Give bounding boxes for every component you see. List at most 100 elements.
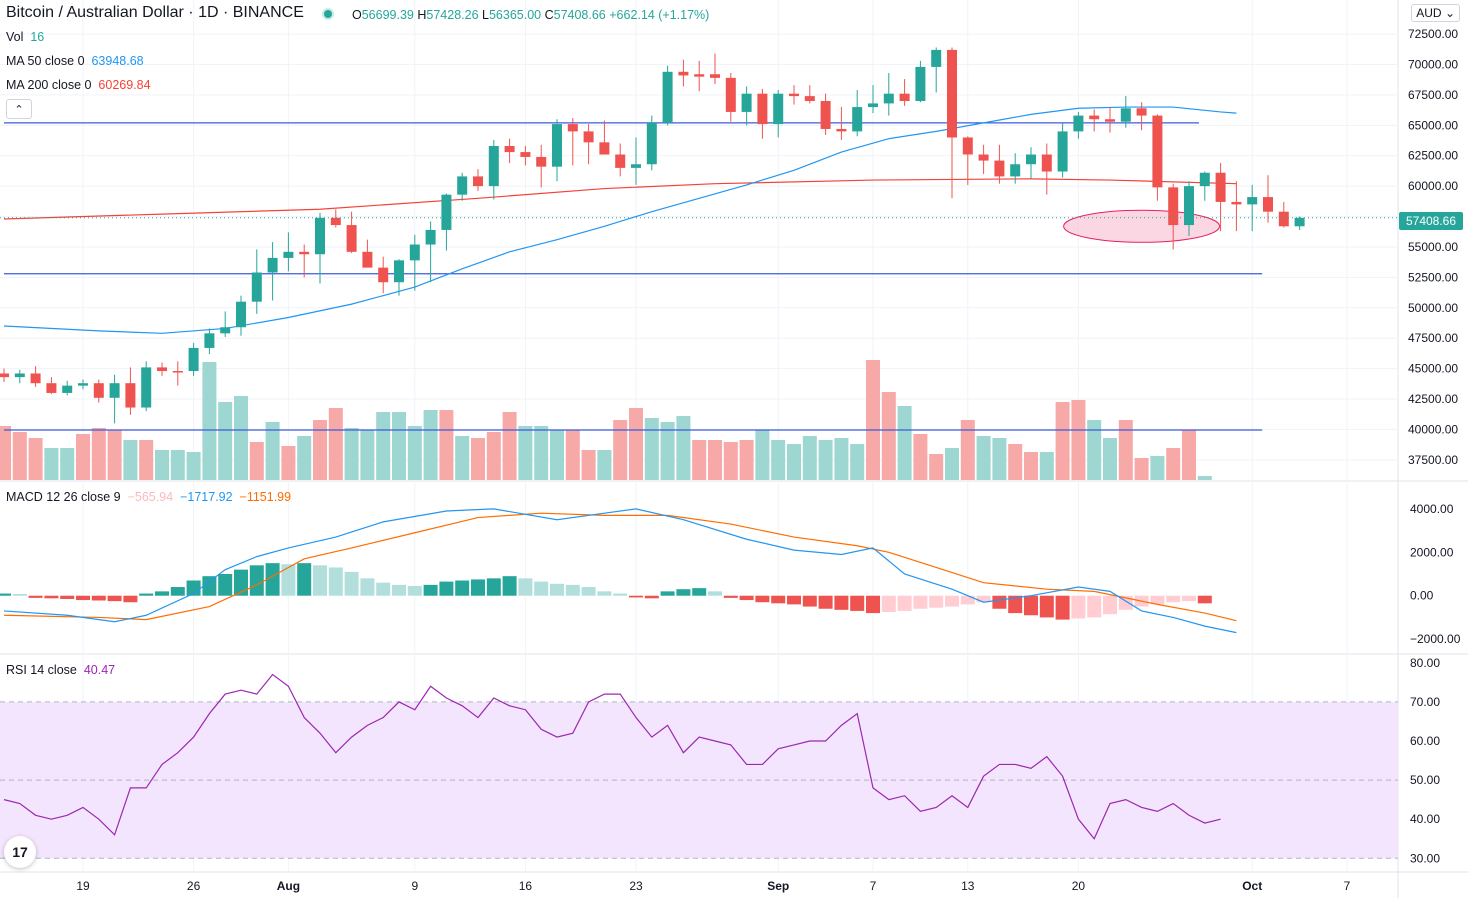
volume-bar [281, 446, 296, 480]
macd-histogram-bar [518, 578, 533, 596]
candle-body [425, 229, 436, 245]
macd-histogram-bar [328, 567, 343, 596]
volume-bar [471, 438, 485, 480]
macd-histogram-bar [834, 595, 849, 610]
candle-body [109, 383, 120, 398]
candle-body [662, 71, 673, 123]
candle-body [725, 77, 736, 112]
candle-body [931, 49, 942, 67]
price-tick-label: 50000.00 [1408, 301, 1458, 315]
volume-bar [565, 430, 580, 480]
macd-histogram-bar [976, 595, 991, 603]
volume-bar [455, 436, 470, 480]
candle-body [236, 301, 246, 328]
price-tick-label: 42500.00 [1408, 392, 1458, 406]
volume-bar [392, 412, 406, 480]
price-tick-label: 62500.00 [1408, 149, 1458, 163]
price-tick-label: 60000.00 [1408, 179, 1458, 193]
macd-histogram-bar [1103, 595, 1117, 615]
ma200-label: MA 200 close 0 [6, 78, 92, 92]
volume-bar [91, 428, 106, 480]
candle-body [1152, 115, 1163, 188]
time-tick-label: 13 [961, 879, 975, 893]
volume-bar [60, 448, 75, 480]
volume-bar [28, 438, 43, 480]
volume-bar [313, 420, 327, 480]
tradingview-logo[interactable]: 17 [4, 836, 36, 868]
macd-histogram-bar [1055, 595, 1070, 620]
volume-bar [897, 406, 912, 480]
macd-histogram-bar [565, 584, 580, 596]
volume-bar [1071, 400, 1086, 480]
macd-legend[interactable]: MACD 12 26 close 9 −565.94 −1717.92 −115… [6, 489, 291, 505]
candle-body [631, 164, 641, 168]
candle-body [694, 74, 705, 77]
candle-body [62, 385, 73, 393]
volume-bar [1039, 452, 1054, 480]
ma50-label: MA 50 close 0 [6, 54, 85, 68]
macd-histogram-bar [613, 593, 628, 596]
volume-bar [597, 450, 612, 480]
volume-bar [186, 452, 201, 480]
macd-histogram-bar [155, 591, 169, 596]
macd-histogram-bar [644, 595, 659, 599]
macd-histogram-bar [992, 595, 1007, 609]
candle-body [457, 176, 468, 195]
candle-body [299, 251, 310, 255]
volume-bar [0, 426, 11, 480]
macd-histogram-bar [0, 593, 11, 596]
candle-body [947, 49, 957, 138]
macd-histogram-bar [597, 591, 612, 596]
volume-bar [376, 412, 391, 480]
volume-bar [502, 412, 517, 480]
macd-histogram-bar [1197, 595, 1212, 604]
rsi-label: RSI 14 close [6, 663, 77, 677]
volume-bar [1150, 456, 1165, 480]
macd-histogram-bar [265, 563, 280, 596]
currency-select[interactable]: AUD ⌄ [1411, 4, 1460, 22]
candle-body [567, 124, 578, 132]
macd-histogram-bar [1039, 595, 1054, 618]
candle-body [710, 74, 720, 78]
price-tick-label: 40000.00 [1408, 422, 1458, 436]
candle-body [868, 103, 878, 108]
time-tick-label: Aug [277, 879, 300, 893]
volume-bar [328, 408, 343, 480]
macd-histogram-bar [407, 585, 422, 596]
volume-legend[interactable]: Vol 16 [6, 29, 44, 45]
rsi-legend[interactable]: RSI 14 close 40.47 [6, 662, 115, 678]
candle-body [315, 217, 325, 255]
macd-histogram-bar [1182, 595, 1196, 602]
candle-body [125, 383, 136, 408]
candle-body [488, 145, 499, 187]
volume-bar [644, 418, 659, 480]
volume-bar [12, 432, 27, 480]
volume-bar [155, 450, 169, 480]
volume-bar [929, 454, 944, 480]
candle-body [1010, 164, 1021, 177]
ma200-value: 60269.84 [98, 78, 151, 92]
volume-bar [723, 442, 738, 480]
ma200-legend[interactable]: MA 200 close 0 60269.84 [6, 77, 151, 93]
macd-tick-label: −2000.00 [1410, 632, 1461, 646]
candle-body [441, 194, 452, 230]
macd-histogram-bar [723, 595, 738, 598]
candle-body [789, 93, 799, 97]
candle-body [836, 128, 847, 132]
time-tick-label: 7 [870, 879, 877, 893]
time-tick-label: 9 [411, 879, 418, 893]
candle-body [93, 383, 104, 398]
candle-body [1168, 187, 1179, 226]
rsi-line [3, 673, 1221, 840]
macd-histogram-bar [170, 587, 185, 596]
candle-body [378, 267, 389, 283]
macd-histogram-bar [897, 595, 912, 611]
symbol-title[interactable]: Bitcoin / Australian Dollar · 1D · BINAN… [6, 4, 304, 21]
ma50-legend[interactable]: MA 50 close 0 63948.68 [6, 53, 144, 69]
macd-histogram-bar [502, 576, 517, 596]
macd-histogram-bar [107, 595, 122, 602]
candle-body [251, 272, 262, 302]
collapse-legend-button[interactable]: ⌃ [6, 99, 32, 119]
candle-body [172, 371, 183, 373]
